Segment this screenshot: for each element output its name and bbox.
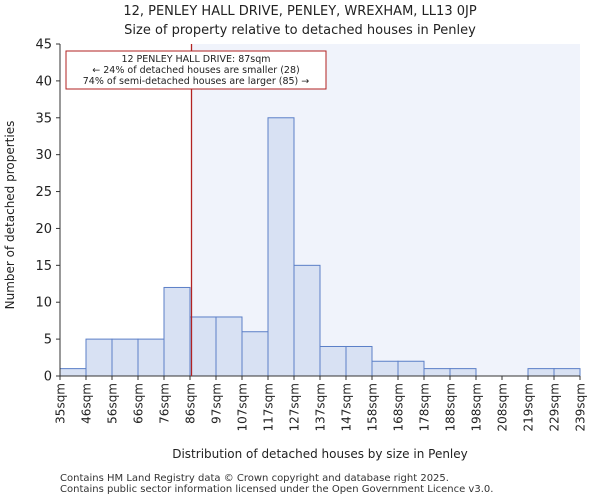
x-ticks: 35sqm 46sqm 56sqm 66sqm 76sqm 86sqm 97sqm 107sq… (54, 376, 588, 431)
highlight-region (191, 44, 580, 376)
y-tick-label: 15 (35, 259, 52, 274)
bar (267, 117, 295, 377)
x-tick-label: 229sqm (548, 383, 562, 431)
footer-line-1: Contains HM Land Registry data © Crown c… (60, 473, 449, 484)
y-tick-label: 40 (35, 74, 52, 89)
annotation-line-2: ← 24% of detached houses are smaller (28… (92, 65, 299, 76)
x-tick-label: 66sqm (132, 383, 146, 424)
bar (319, 345, 347, 377)
y-tick-label: 30 (35, 148, 52, 163)
bar (241, 331, 269, 377)
y-tick-label: 45 (35, 38, 52, 53)
x-tick-label: 46sqm (80, 383, 94, 424)
y-tick-label: 20 (35, 222, 52, 237)
bar (85, 338, 113, 377)
bar (215, 316, 243, 377)
y-axis-label: Number of detached properties (3, 121, 17, 310)
bar (163, 286, 191, 377)
histogram-chart: 0 5 10 15 20 25 30 35 40 45 35sqm 46sqm 56sqm 66sqm 7… (3, 38, 588, 462)
x-tick-label: 147sqm (340, 383, 354, 431)
x-tick-label: 208sqm (496, 383, 510, 431)
x-tick-label: 188sqm (444, 383, 458, 431)
x-tick-label: 35sqm (54, 383, 68, 424)
x-tick-label: 137sqm (314, 383, 328, 431)
x-tick-label: 56sqm (106, 383, 120, 424)
x-tick-label: 219sqm (522, 383, 536, 431)
highlight-area (191, 44, 580, 376)
chart-subtitle: Size of property relative to detached ho… (124, 23, 476, 38)
bar (137, 338, 165, 377)
x-tick-label: 198sqm (470, 383, 484, 431)
bars (59, 117, 581, 377)
bar (345, 345, 373, 377)
annotation-line-1: 12 PENLEY HALL DRIVE: 87sqm (121, 54, 270, 65)
x-tick-label: 158sqm (366, 383, 380, 431)
chart-titles: 12, PENLEY HALL DRIVE, PENLEY, WREXHAM, … (0, 2, 600, 40)
x-tick-label: 117sqm (262, 383, 276, 431)
y-tick-label: 0 (44, 370, 52, 385)
y-tick-label: 25 (35, 185, 52, 200)
bar (553, 368, 581, 377)
footer: Contains HM Land Registry data © Crown c… (60, 473, 493, 495)
x-tick-label: 239sqm (574, 383, 588, 431)
x-tick-label: 86sqm (184, 383, 198, 424)
annotation-box: 12 PENLEY HALL DRIVE: 87sqm ← 24% of det… (65, 50, 327, 90)
x-tick-label: 127sqm (288, 383, 302, 431)
bar (293, 264, 321, 377)
chart-title: 12, PENLEY HALL DRIVE, PENLEY, WREXHAM, … (123, 4, 477, 19)
y-tick-label: 5 (44, 333, 52, 348)
x-tick-label: 178sqm (418, 383, 432, 431)
x-tick-label: 107sqm (236, 383, 250, 431)
x-axis-label: Distribution of detached houses by size … (172, 447, 468, 461)
x-tick-label: 168sqm (392, 383, 406, 431)
y-tick-label: 35 (35, 111, 52, 126)
x-tick-label: 97sqm (210, 383, 224, 424)
bar (449, 368, 477, 377)
bar (371, 360, 399, 377)
bar (59, 368, 87, 377)
bar (423, 368, 451, 377)
bar (397, 360, 425, 377)
bar (189, 316, 217, 377)
annotation-line-3: 74% of semi-detached houses are larger (… (83, 76, 310, 87)
footer-line-2: Contains public sector information licen… (60, 484, 494, 495)
bar (111, 338, 139, 377)
annotation-rect (65, 50, 327, 90)
y-ticks: 0 5 10 15 20 25 30 35 40 45 (35, 38, 60, 385)
x-tick-label: 76sqm (158, 383, 172, 424)
bar (527, 368, 555, 377)
y-tick-label: 10 (35, 296, 52, 311)
